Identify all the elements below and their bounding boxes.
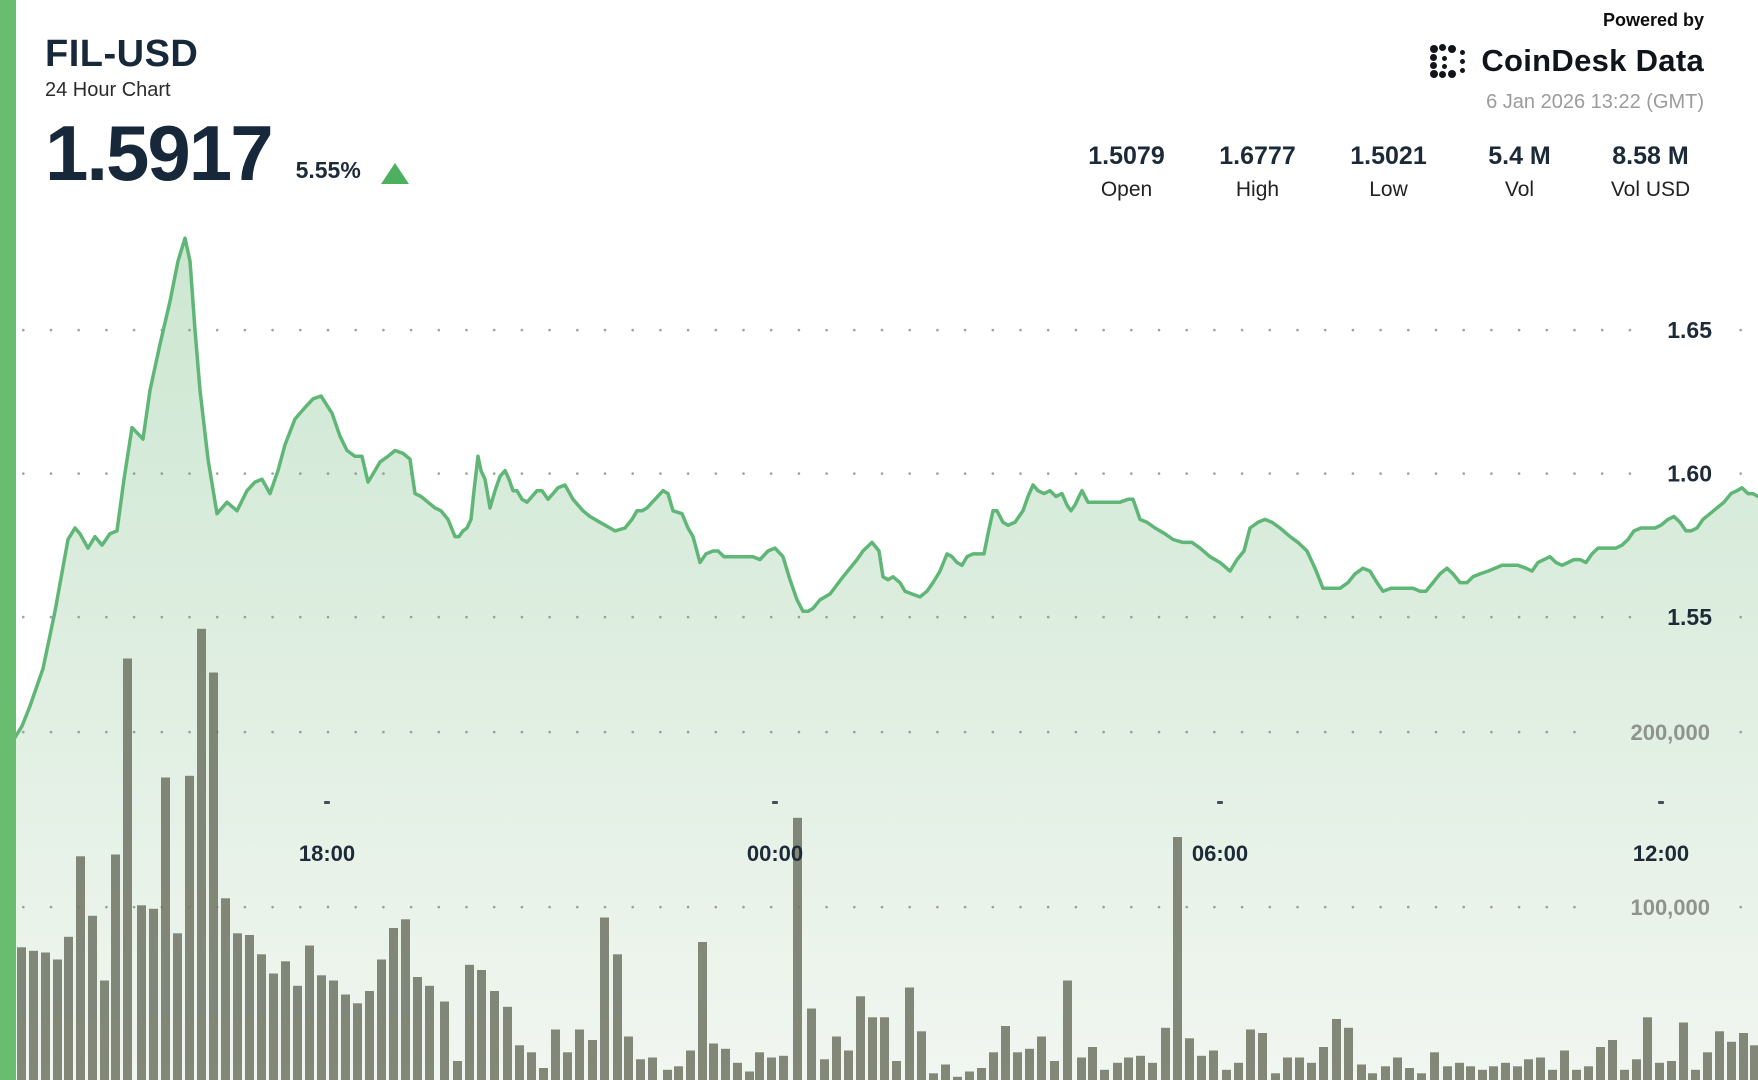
time-axis-label: 18:00: [299, 841, 355, 866]
stat-value: 1.5021: [1350, 142, 1427, 170]
price-axis-label: 1.55: [1667, 604, 1712, 630]
stat-value: 1.6777: [1219, 142, 1296, 170]
up-triangle-icon: [380, 162, 409, 184]
stat-value: 1.5079: [1088, 142, 1165, 170]
header-left: FIL-USD 24 Hour Chart 1.5917 5.55%: [45, 33, 409, 197]
stat-label: Vol: [1504, 178, 1535, 201]
stat-column-high: 1.6777 High: [1192, 142, 1323, 202]
powered-by-label: Powered by: [1602, 10, 1704, 30]
time-axis-label: 00:00: [747, 841, 803, 866]
pair-title: FIL-USD: [45, 33, 199, 75]
price-row: 1.5917 5.55%: [45, 108, 409, 197]
stat-value: 8.58 M: [1612, 142, 1689, 170]
time-axis-label: 12:00: [1633, 841, 1689, 866]
price-axis-label: 1.60: [1667, 461, 1712, 487]
price-change-percent: 5.55%: [295, 156, 361, 183]
chart-subtitle: 24 Hour Chart: [45, 78, 171, 101]
time-axis-label: 06:00: [1192, 841, 1248, 866]
brand-name: CoinDesk Data: [1481, 43, 1704, 78]
stat-value: 5.4 M: [1488, 142, 1551, 170]
stat-label: Open: [1100, 178, 1153, 201]
brand-row: CoinDesk Data: [1429, 40, 1704, 82]
stat-column-vol-usd: 8.58 M Vol USD: [1585, 142, 1716, 202]
stat-label: Vol USD: [1610, 178, 1691, 201]
coindesk-logo-icon: [1430, 44, 1466, 78]
left-accent-bar: [0, 0, 16, 1080]
volume-bars: [17, 628, 1758, 1080]
dotted-gridlines: [22, 328, 1742, 909]
chart-timestamp: 6 Jan 2026 13:22 (GMT): [1486, 91, 1704, 113]
stat-column-low: 1.5021 Low: [1323, 142, 1454, 202]
stat-column-vol: 5.4 M Vol: [1454, 142, 1585, 202]
stat-label: Low: [1369, 178, 1408, 201]
volume-axis-label: 200,000: [1630, 720, 1710, 745]
header-right: Powered by Coi: [1429, 10, 1704, 114]
current-price: 1.5917: [45, 108, 274, 197]
price-area-fill: [15, 238, 1758, 1080]
stat-column-open: 1.5079 Open: [1061, 142, 1192, 202]
stat-label: High: [1235, 178, 1280, 201]
volume-axis-label: 100,000: [1630, 895, 1710, 920]
price-axis-label: 1.65: [1667, 317, 1712, 343]
time-tick-marks: [324, 801, 1664, 804]
price-line: [13, 236, 1758, 740]
ohlc-stats: 1.5079 Open 1.6777 High 1.5021 Low 5.4 M Vol 8.5…: [1061, 142, 1716, 202]
